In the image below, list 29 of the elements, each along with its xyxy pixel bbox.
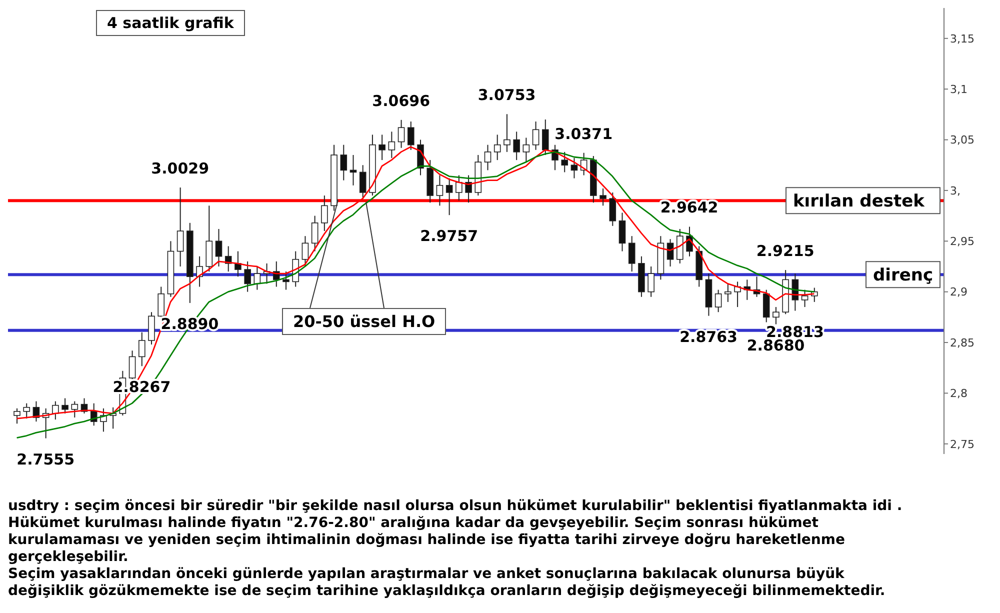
- annotation: 3.0029: [151, 160, 210, 178]
- y-tick-label: 2,9: [950, 286, 968, 299]
- text: değişiklik gözükmemekte ise de seçim tarihine yaklaşıldıkça oranların değişip değişmeyeceği bilinmemektedir.: [8, 583, 886, 600]
- ref-line-label: kırılan destek: [793, 192, 926, 212]
- annotation: 2.9215: [756, 242, 814, 260]
- text: Seçim yasaklarından önceki günlerde yapılan araştırmalar ve anket sonuçlarına bakılacak olunursa büyük: [8, 566, 846, 583]
- y-tick-label: 3,15: [950, 32, 974, 46]
- y-tick-label: 2,85: [950, 336, 974, 350]
- annotation: 3.0696: [372, 92, 430, 110]
- text: gerçekleşebilir.: [8, 549, 130, 566]
- annotation: 2.8680: [746, 336, 805, 354]
- chart-title: 4 saatlik grafik: [96, 10, 245, 36]
- text: usdtry : seçim öncesi bir süredir "bir şekilde nasıl olursa olsun hükümet kurulabilir" beklentisi fiyatlanmakta idi .: [8, 498, 904, 515]
- ref-line-label: direnç: [873, 266, 934, 286]
- y-tick-label: 2,75: [950, 438, 974, 451]
- annotation: 2.8763: [680, 328, 738, 346]
- annotation: 2.9642: [660, 198, 718, 217]
- annotation: 3.0371: [554, 124, 613, 143]
- y-tick-label: 3,1: [950, 82, 968, 96]
- y-tick-label: 2,95: [950, 235, 974, 248]
- y-tick-label: 3,05: [950, 134, 974, 147]
- annotation: 2.9757: [420, 227, 478, 246]
- text: Hükümet kurulması halinde fiyatın "2.76-2.80" aralığına kadar da gevşeyebilir. Seçim sonrası hükümet: [8, 515, 820, 532]
- annotation: 2.7555: [16, 450, 75, 468]
- annotation: 20-50 üssel H.O: [282, 308, 446, 335]
- text: kurulamaması ve yeniden seçim ihtimalinin doğması halinde ise fiyatta tarihi zirveye doğru hareketlenme: [8, 532, 846, 549]
- y-tick-label: 3,: [950, 184, 960, 198]
- annotation: 3.0753: [478, 86, 536, 104]
- y-tick-label: 2,8: [950, 387, 968, 400]
